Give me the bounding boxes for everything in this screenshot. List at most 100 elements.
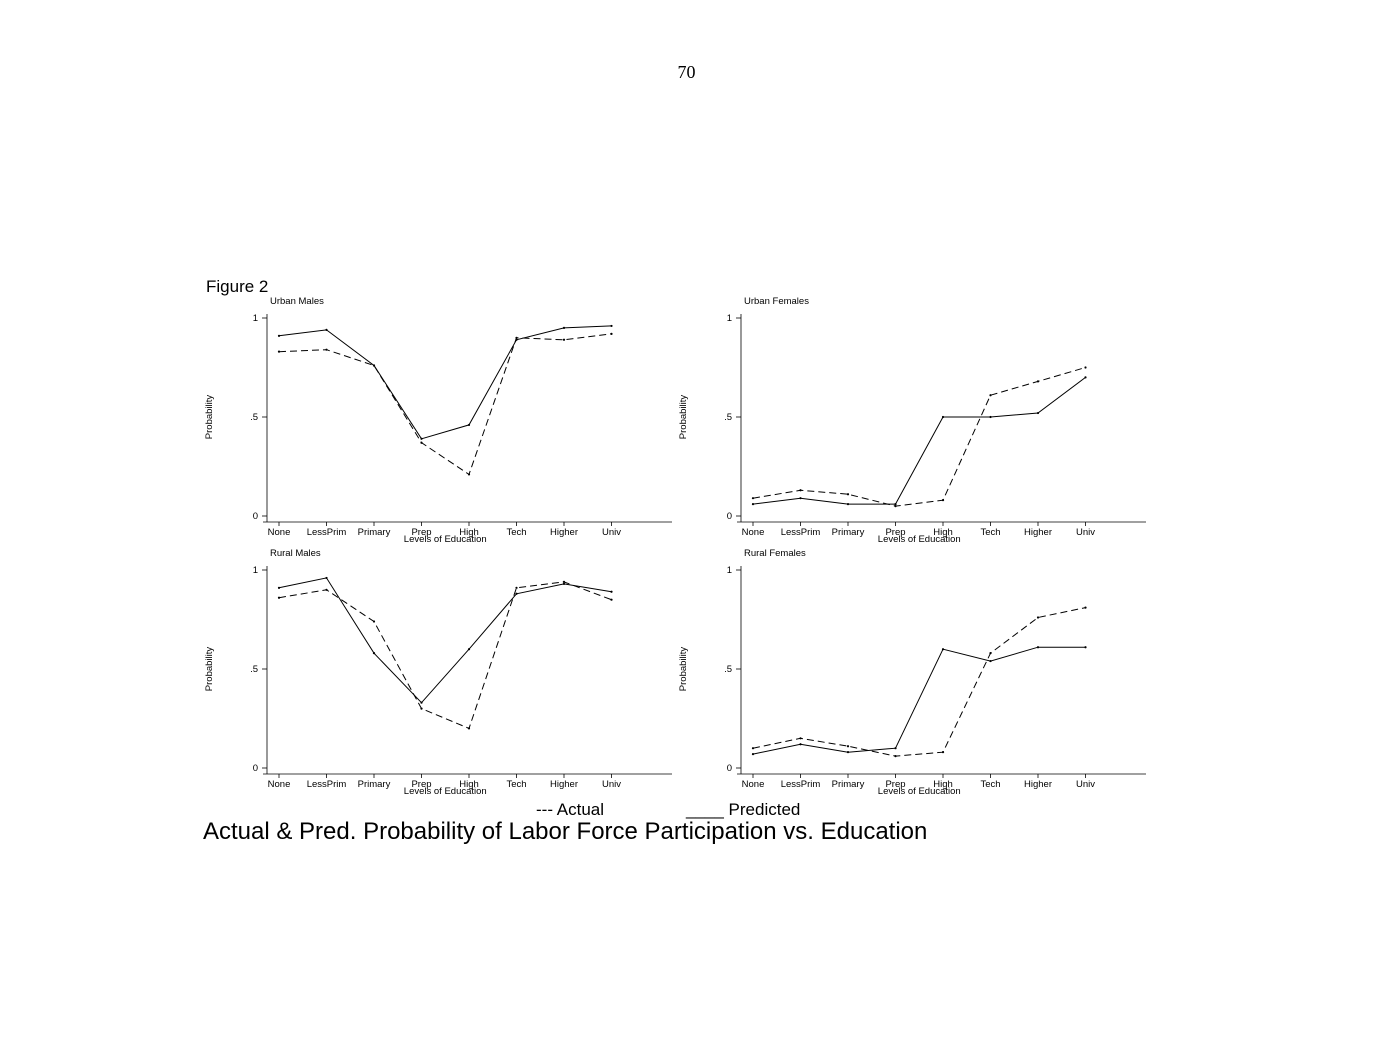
- x-tick-label: None: [742, 527, 765, 538]
- data-point-actual: [325, 588, 328, 591]
- data-point-predicted: [515, 592, 518, 595]
- data-point-predicted: [277, 586, 281, 589]
- data-point-predicted: [610, 324, 613, 328]
- data-point-actual: [941, 499, 945, 502]
- y-tick-label: 1: [253, 313, 258, 324]
- data-point-predicted: [1036, 646, 1040, 649]
- data-point-actual: [420, 707, 423, 710]
- data-point-actual: [1084, 606, 1087, 609]
- x-tick-label: LessPrim: [307, 527, 347, 538]
- legend-predicted: ____ Predicted: [686, 800, 801, 819]
- y-tick-label: .5: [724, 412, 732, 423]
- data-point-predicted: [372, 364, 376, 367]
- data-point-predicted: [894, 503, 897, 506]
- data-point-predicted: [751, 753, 755, 756]
- panel-title: Rural Males: [270, 548, 321, 559]
- data-point-actual: [610, 332, 613, 335]
- data-point-actual: [562, 338, 566, 341]
- data-point-actual: [277, 596, 281, 599]
- x-tick-label: Prep: [885, 527, 905, 538]
- x-tick-label: Prep: [411, 527, 431, 538]
- series-line-actual: [752, 367, 1086, 507]
- x-tick-label: Primary: [358, 527, 391, 538]
- data-point-actual: [1036, 380, 1040, 383]
- series-line-predicted: [278, 577, 612, 704]
- data-point-predicted: [1084, 376, 1087, 379]
- y-tick-label: .5: [250, 412, 258, 423]
- data-point-actual: [989, 394, 992, 397]
- series-line-predicted: [278, 325, 612, 440]
- chart-panel-1: Urban Females 0 .5 1 Probability None LessPrim…: [678, 296, 1146, 545]
- x-tick-label: High: [459, 527, 479, 538]
- x-tick-label: Primary: [832, 779, 865, 790]
- data-point-actual: [277, 350, 281, 353]
- data-point-actual: [941, 751, 945, 754]
- y-axis-label: Probability: [678, 395, 689, 440]
- data-point-predicted: [467, 648, 471, 651]
- x-tick-label: High: [933, 527, 953, 538]
- data-point-predicted: [989, 415, 992, 419]
- data-point-predicted: [325, 328, 328, 331]
- x-tick-label: Higher: [550, 779, 578, 790]
- data-point-predicted: [894, 747, 897, 750]
- x-axis-label: Levels of Education: [878, 786, 961, 797]
- x-tick-label: LessPrim: [781, 779, 821, 790]
- x-tick-label: LessPrim: [307, 779, 347, 790]
- figure-label: Figure 2: [206, 277, 269, 296]
- data-point-predicted: [989, 659, 992, 663]
- data-point-predicted: [941, 648, 945, 651]
- x-tick-label: Univ: [602, 779, 621, 790]
- x-tick-label: Tech: [980, 779, 1000, 790]
- data-point-actual: [467, 727, 471, 730]
- data-point-predicted: [515, 338, 518, 341]
- data-point-predicted: [562, 582, 566, 585]
- data-point-actual: [372, 620, 376, 623]
- x-tick-label: None: [268, 527, 291, 538]
- x-axis-label: Levels of Education: [878, 534, 961, 545]
- panel-title: Urban Females: [744, 296, 809, 307]
- x-tick-label: Univ: [1076, 779, 1095, 790]
- data-point-predicted: [420, 701, 423, 704]
- x-tick-label: None: [268, 779, 291, 790]
- x-tick-label: Univ: [602, 527, 621, 538]
- y-tick-label: 0: [253, 511, 258, 522]
- x-tick-label: Tech: [506, 779, 526, 790]
- series-line-actual: [278, 333, 612, 476]
- data-point-predicted: [941, 415, 945, 419]
- x-tick-label: LessPrim: [781, 527, 821, 538]
- series-line-predicted: [752, 376, 1086, 505]
- data-point-predicted: [751, 503, 755, 506]
- data-point-actual: [1084, 366, 1087, 369]
- series-line-actual: [278, 581, 612, 730]
- series-line-actual: [752, 607, 1086, 757]
- data-point-actual: [989, 652, 992, 655]
- panel-title: Urban Males: [270, 296, 324, 307]
- y-tick-label: 1: [727, 565, 732, 576]
- data-point-actual: [751, 747, 755, 750]
- page-number: 70: [677, 62, 696, 82]
- y-tick-label: 0: [727, 763, 732, 774]
- legend: --- Actual ____ Predicted: [0, 800, 1373, 824]
- data-point-predicted: [420, 437, 423, 440]
- data-point-predicted: [277, 334, 281, 337]
- y-tick-label: .5: [724, 664, 732, 675]
- data-point-actual: [846, 745, 850, 748]
- data-point-actual: [420, 441, 423, 444]
- data-point-predicted: [846, 503, 850, 506]
- x-tick-label: Higher: [550, 527, 578, 538]
- data-point-predicted: [1036, 411, 1040, 415]
- x-tick-label: Tech: [980, 527, 1000, 538]
- y-tick-label: 1: [727, 313, 732, 324]
- x-axis-label: Levels of Education: [404, 786, 487, 797]
- data-point-actual: [562, 580, 566, 583]
- legend-actual: --- Actual: [536, 800, 605, 819]
- x-tick-label: None: [742, 779, 765, 790]
- x-tick-label: High: [459, 779, 479, 790]
- data-point-actual: [894, 755, 897, 758]
- data-point-predicted: [799, 497, 802, 500]
- x-tick-label: Tech: [506, 527, 526, 538]
- data-point-actual: [467, 473, 471, 476]
- data-point-actual: [1036, 616, 1040, 619]
- panel-title: Rural Females: [744, 548, 806, 559]
- y-axis-label: Probability: [678, 647, 689, 692]
